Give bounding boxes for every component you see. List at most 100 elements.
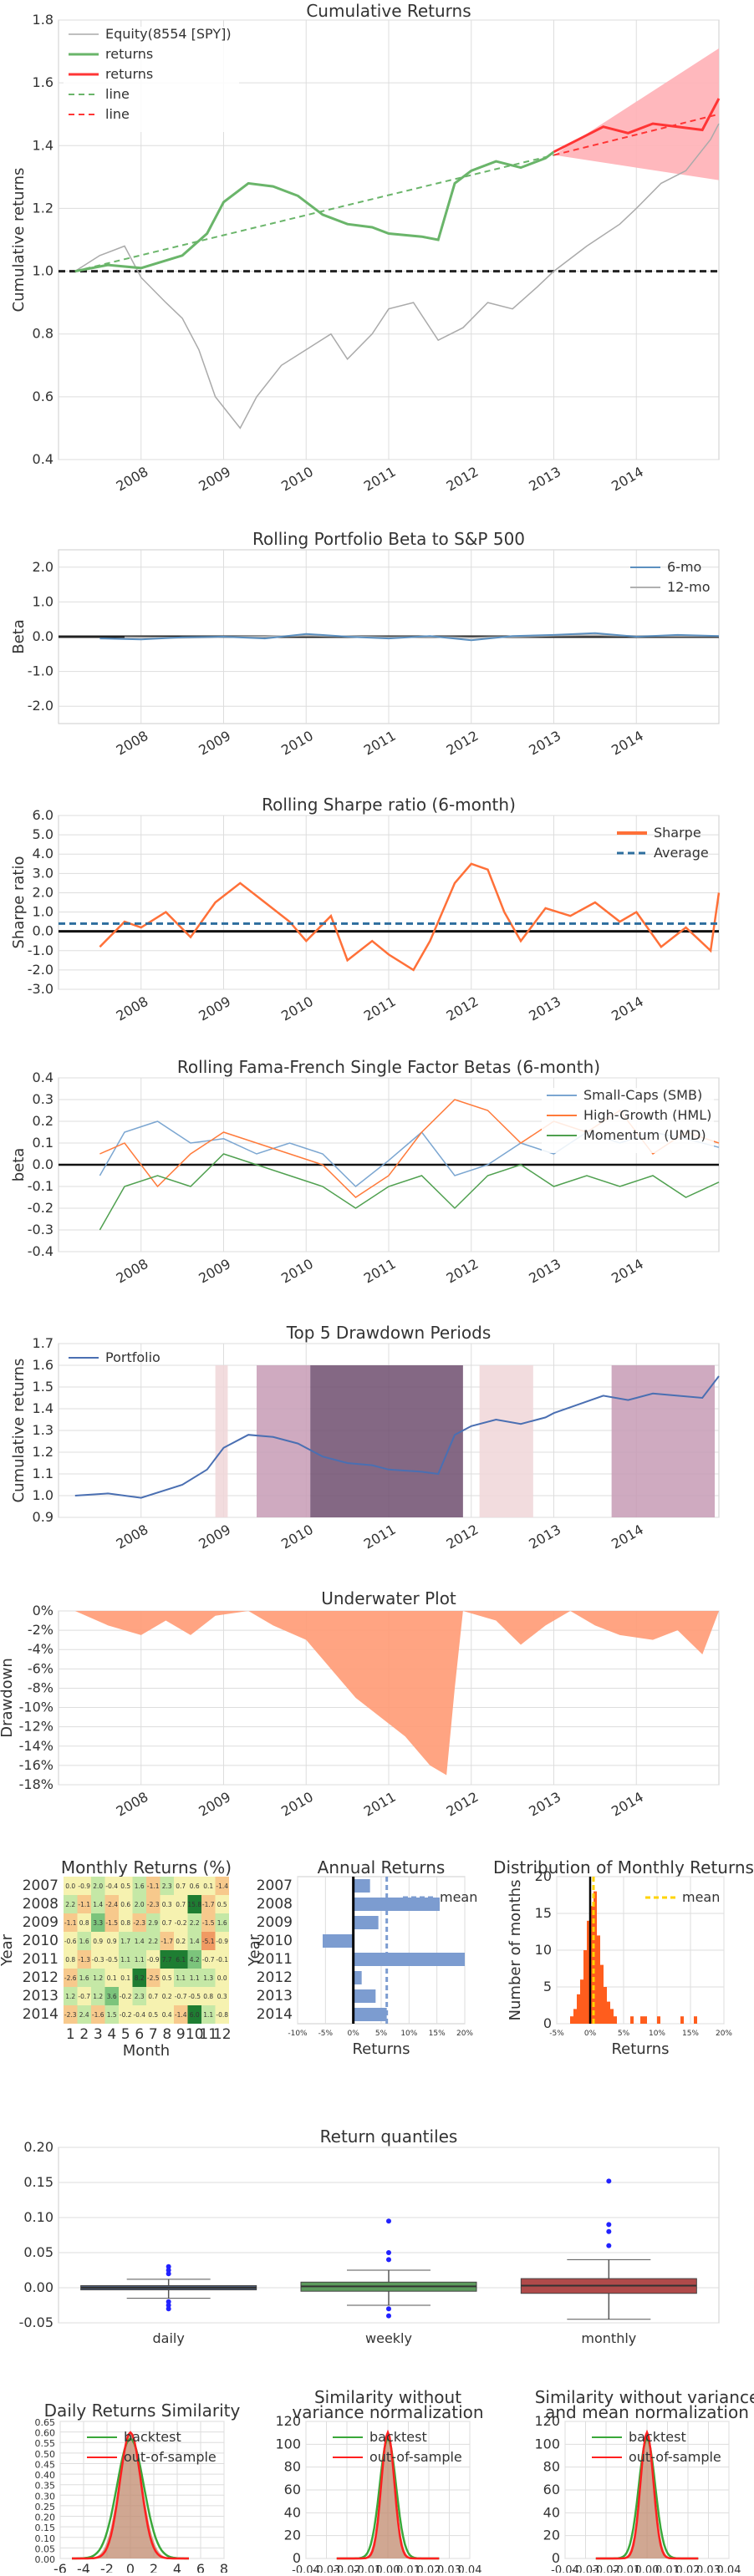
y-tick-label: 0.10 xyxy=(23,2209,53,2225)
heatmap-value: 2.0 xyxy=(93,1882,103,1890)
x-tick-label: 2012 xyxy=(444,1522,481,1552)
x-tick-label: 4 xyxy=(173,2561,181,2573)
x-tick-label: 2013 xyxy=(526,464,563,495)
x-tick-label: 10% xyxy=(400,2030,417,2038)
legend-label: line xyxy=(105,86,130,102)
heatmap-value: 1.4 xyxy=(93,1901,103,1908)
heatmap-cell xyxy=(187,1969,201,1987)
series-line xyxy=(74,123,720,429)
heatmap-cell xyxy=(160,1987,174,2005)
heatmap-value: 0.1 xyxy=(120,1974,130,1982)
heatmap-cell xyxy=(77,1987,91,2005)
dist-bar xyxy=(570,2016,573,2024)
outlier-point xyxy=(386,2250,391,2255)
legend-label: 6-mo xyxy=(667,559,701,575)
y-tick-label: 100 xyxy=(534,2436,560,2452)
y-tick-label: 1.5 xyxy=(33,1379,53,1395)
legend: backtest out-of-sample xyxy=(333,2429,462,2465)
y-tick-label: 1.0 xyxy=(33,593,53,609)
month-label: 1 xyxy=(66,2026,75,2043)
dist-bar xyxy=(594,1891,597,2024)
heatmap-cell xyxy=(160,2005,174,2024)
outlier-point xyxy=(606,2243,612,2248)
heatmap-value: 0.9 xyxy=(93,1938,103,1945)
dist-xlabel: Returns xyxy=(611,2040,669,2058)
series-line xyxy=(74,150,555,273)
heatmap-cell xyxy=(146,1877,160,1895)
x-tick-label: 2013 xyxy=(526,1789,563,1820)
heatmap-value: -1.1 xyxy=(64,1919,77,1927)
heatmap-cell xyxy=(174,1950,188,1969)
heatmap-cell xyxy=(132,1932,146,1950)
y-tick-label: 0.0 xyxy=(33,1156,53,1172)
outlier-point xyxy=(166,2264,171,2269)
x-tick-label: -10% xyxy=(288,2030,308,2038)
oos-kde-line xyxy=(72,2431,189,2560)
heatmap-value: 0.6 xyxy=(190,1882,200,1890)
heatmap-cell xyxy=(174,1969,188,1987)
x-tick-label: 2012 xyxy=(444,464,481,495)
heatmap-value: 2.2 xyxy=(65,1901,75,1908)
heatmap-cell xyxy=(160,1950,174,1969)
month-label: 7 xyxy=(149,2026,158,2043)
y-tick-label: 0.0 xyxy=(33,628,53,644)
outlier-point xyxy=(166,2303,171,2308)
y-tick-label: -4% xyxy=(28,1641,53,1657)
heatmap-cell xyxy=(187,1913,201,1932)
heatmap-cell xyxy=(160,1913,174,1932)
year-label: 2009 xyxy=(257,1914,293,1931)
x-tick-label: 15% xyxy=(429,2030,446,2038)
heatmap-value: 1.7 xyxy=(120,1938,130,1945)
legend-box xyxy=(542,1088,714,1153)
heatmap-value: -0.7 xyxy=(175,1993,187,2000)
y-tick-label: 0.55 xyxy=(35,2438,56,2449)
drawdown-period xyxy=(611,1365,716,1517)
heatmap-value: 0.6 xyxy=(120,1901,130,1908)
y-tick-label: 80 xyxy=(284,2459,301,2475)
x-tick-label: 2010 xyxy=(278,1522,316,1552)
monthly-heatmap-panel: Monthly Returns (%)2007 0.0 -0.9 2.0 -0.4 0.5… xyxy=(0,1857,232,2060)
heatmap-value: 1.4 xyxy=(190,1938,200,1945)
x-tick-label: 8 xyxy=(220,2561,228,2573)
x-tick-label: 2008 xyxy=(114,1256,151,1287)
y-tick-label: 100 xyxy=(275,2436,301,2452)
heatmap-value: 0.5 xyxy=(120,1882,130,1890)
x-tick-label: 10% xyxy=(649,2030,665,2038)
legend: Equity(8554 [SPY]) returns returns line line xyxy=(64,26,239,132)
heatmap-cell xyxy=(187,1877,201,1895)
heatmap-value: 0.5 xyxy=(162,1974,172,1982)
month-label: 4 xyxy=(107,2026,116,2043)
cumret-ylabel: Cumulative returns xyxy=(10,168,28,312)
heatmap-value: 1.1 xyxy=(203,2011,213,2019)
heatmap-cell xyxy=(174,1913,188,1932)
heatmap-cell xyxy=(119,1987,133,2005)
year-label: 2011 xyxy=(23,1951,59,1968)
annual-bar xyxy=(353,1971,362,1984)
annual-bar xyxy=(353,1898,440,1911)
heatmap-value: 3.6 xyxy=(107,1993,117,2000)
x-tick-label: 15% xyxy=(682,2030,699,2038)
heatmap-cell xyxy=(146,2005,160,2024)
y-tick-label: 0.4 xyxy=(33,1070,53,1085)
y-tick-label: 0% xyxy=(33,1603,53,1618)
heatmap-cell xyxy=(132,1913,146,1932)
dist-bar xyxy=(583,1950,587,2024)
category-label: daily xyxy=(153,2330,185,2346)
legend: mean xyxy=(403,1889,477,1905)
x-tick-label: 2013 xyxy=(526,993,563,1024)
y-tick-label: 0.20 xyxy=(35,2512,56,2523)
heatmap-cell xyxy=(215,1950,229,1969)
heatmap-value: 1.6 xyxy=(79,1974,89,1982)
y-tick-label: -0.1 xyxy=(28,1178,53,1194)
heatmap-cell xyxy=(64,1913,78,1932)
y-tick-label: 1.3 xyxy=(33,1422,53,1438)
heatmap-cell xyxy=(77,1932,91,1950)
heatmap-cell xyxy=(132,2005,146,2024)
heatmap-value: 2.2 xyxy=(148,1938,158,1945)
x-tick-label: 2009 xyxy=(196,1522,233,1552)
y-tick-label: -18% xyxy=(19,1776,53,1792)
year-label: 2011 xyxy=(257,1951,293,1968)
heatmap-value: 1.5 xyxy=(107,2011,117,2019)
x-tick-label: -5% xyxy=(318,2030,334,2038)
